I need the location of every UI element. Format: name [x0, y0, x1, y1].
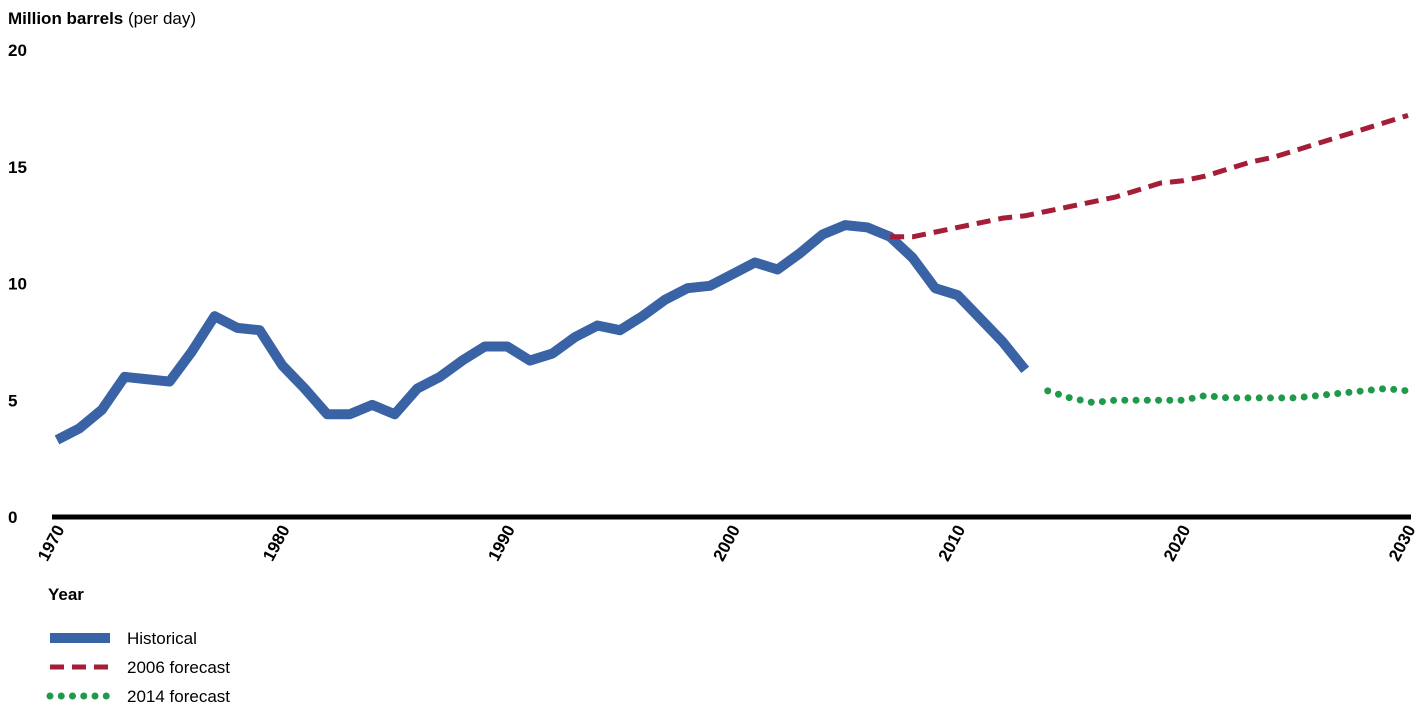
y-axis-note: (per day) — [128, 9, 196, 28]
y-tick-label: 10 — [8, 275, 27, 294]
x-tick-label: 2000 — [709, 522, 744, 564]
legend-label: 2014 forecast — [127, 687, 230, 706]
y-tick-label: 0 — [8, 508, 17, 527]
y-axis-title: Million barrels (per day) — [8, 9, 196, 28]
x-tick-label: 2020 — [1160, 522, 1195, 564]
y-axis-label: Million barrels — [8, 9, 123, 28]
x-tick-label: 2010 — [935, 522, 970, 564]
series-line — [890, 112, 1409, 240]
y-tick-label: 15 — [8, 158, 27, 177]
legend-label: Historical — [127, 629, 197, 648]
y-tick-label: 5 — [8, 391, 17, 410]
legend-label: 2006 forecast — [127, 658, 230, 677]
x-tick-label: 2030 — [1385, 522, 1420, 564]
x-tick-label: 1990 — [484, 522, 519, 564]
series-line — [54, 220, 1030, 445]
y-tick-label: 20 — [8, 41, 27, 60]
series-line — [1044, 385, 1412, 407]
x-tick-label: 1970 — [34, 522, 69, 564]
x-tick-label: 1980 — [259, 522, 294, 564]
x-axis-title: Year — [48, 585, 84, 604]
